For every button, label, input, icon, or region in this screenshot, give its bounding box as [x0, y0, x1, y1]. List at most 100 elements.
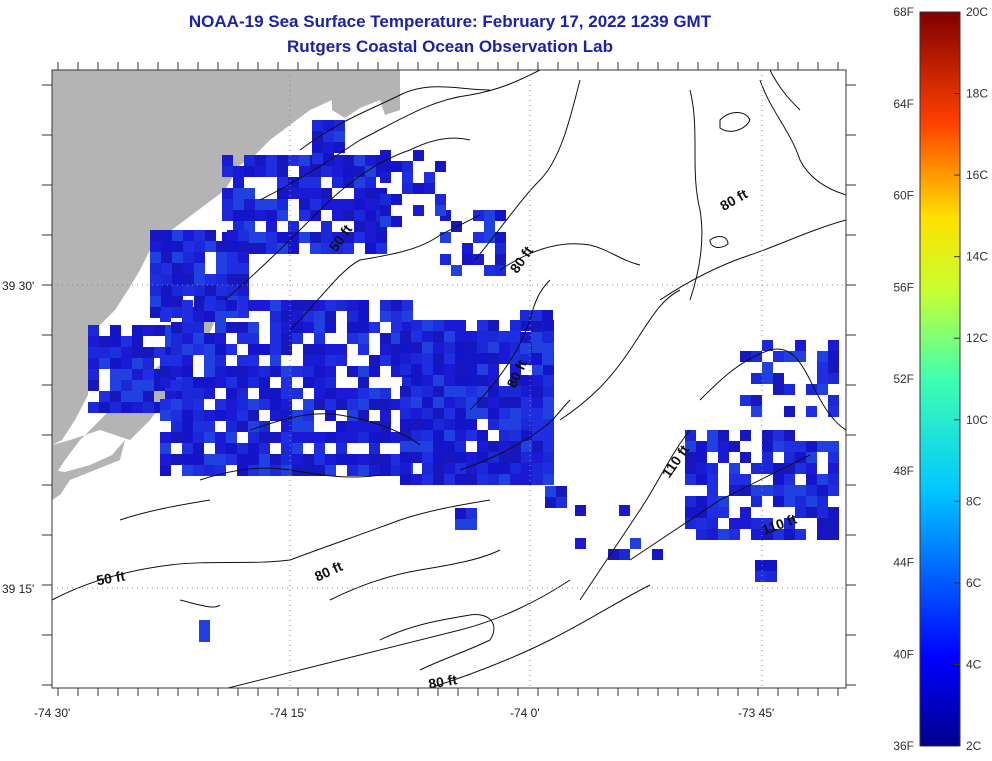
sst-pixel: [543, 452, 554, 463]
sst-pixel: [510, 452, 521, 463]
sst-pixel: [143, 325, 154, 336]
sst-pixel: [380, 399, 391, 410]
sst-pixel: [161, 263, 172, 274]
sst-pixel: [451, 265, 462, 276]
sst-pixel: [321, 221, 332, 232]
sst-pixel: [325, 311, 336, 322]
sst-pixel: [380, 410, 391, 421]
sst-pixel: [215, 333, 226, 344]
sst-pixel: [806, 452, 817, 463]
sst-pixel: [160, 443, 171, 454]
lon-label: -74 0': [510, 706, 540, 720]
sst-pixel: [495, 232, 506, 243]
sst-pixel: [358, 322, 369, 333]
sst-pixel: [277, 199, 288, 210]
sst-pixel: [336, 355, 347, 366]
sst-pixel: [433, 408, 444, 419]
sst-pixel: [444, 474, 455, 485]
sst-pixel: [477, 353, 488, 364]
chart-title: NOAA-19 Sea Surface Temperature: Februar…: [188, 12, 712, 31]
sst-pixel: [477, 474, 488, 485]
contour-line: [499, 243, 641, 271]
sst-pixel: [347, 388, 358, 399]
sst-pixel: [161, 296, 172, 307]
sst-pixel: [259, 366, 270, 377]
sst-pixel: [652, 549, 663, 560]
sst-pixel: [495, 265, 506, 276]
sst-pixel: [718, 441, 729, 452]
sst-pixel: [216, 241, 227, 252]
sst-pixel: [707, 441, 718, 452]
sst-pixel: [347, 399, 358, 410]
sst-pixel: [422, 441, 433, 452]
sst-pixel: [521, 419, 532, 430]
lon-label: -74 30': [34, 706, 70, 720]
sst-pixel: [477, 463, 488, 474]
sst-pixel: [110, 325, 121, 336]
sst-pixel: [238, 241, 249, 252]
sst-pixel: [817, 362, 828, 373]
sst-pixel: [828, 395, 839, 406]
contour-line: [289, 499, 491, 561]
sst-pixel: [312, 120, 323, 131]
sst-pixel: [685, 507, 696, 518]
sst-pixel: [314, 432, 325, 443]
sst-pixel: [411, 441, 422, 452]
sst-pixel: [281, 322, 292, 333]
sst-pixel: [226, 322, 237, 333]
colorbar-c-label: 14C: [966, 250, 988, 264]
sst-pixel: [444, 342, 455, 353]
sst-pixel: [343, 199, 354, 210]
sst-pixel: [440, 254, 451, 265]
sst-pixel: [477, 375, 488, 386]
sst-pixel: [325, 388, 336, 399]
sst-pixel: [314, 465, 325, 476]
sst-pixel: [433, 430, 444, 441]
sst-pixel: [532, 408, 543, 419]
sst-pixel: [806, 485, 817, 496]
contour-line: [759, 79, 846, 196]
sst-pixel: [488, 364, 499, 375]
sst-pixel: [193, 333, 204, 344]
sst-pixel: [303, 410, 314, 421]
sst-pixel: [817, 474, 828, 485]
sst-pixel: [828, 518, 839, 529]
sst-pixel: [380, 388, 391, 399]
sst-pixel: [444, 408, 455, 419]
sst-pixel: [299, 166, 310, 177]
sst-pixel: [277, 188, 288, 199]
sst-pixel: [380, 216, 391, 227]
contour-line: [259, 70, 541, 201]
sst-pixel: [795, 507, 806, 518]
sst-pixel: [172, 263, 183, 274]
sst-pixel: [358, 366, 369, 377]
sst-pixel: [784, 351, 795, 362]
colorbar-c-label: 4C: [966, 657, 982, 671]
sst-pixel: [143, 391, 154, 402]
sst-pixel: [160, 454, 171, 465]
sst-pixel: [740, 452, 751, 463]
sst-pixel: [499, 386, 510, 397]
sst-pixel: [354, 166, 365, 177]
sst-pixel: [433, 463, 444, 474]
sst-pixel: [422, 353, 433, 364]
sst-pixel: [499, 397, 510, 408]
sst-pixel: [347, 366, 358, 377]
sst-pixel: [444, 419, 455, 430]
sst-pixel: [422, 397, 433, 408]
sst-pixel: [248, 421, 259, 432]
sst-pixel: [477, 430, 488, 441]
sst-pixel: [718, 529, 729, 540]
sst-pixel: [455, 386, 466, 397]
sst-pixel: [365, 243, 376, 254]
sst-pixel: [402, 183, 413, 194]
sst-pixel: [495, 254, 506, 265]
sst-pixel: [343, 166, 354, 177]
sst-pixel: [806, 507, 817, 518]
sst-pixel: [281, 311, 292, 322]
sst-pixel: [685, 496, 696, 507]
sst-pixel: [183, 252, 194, 263]
sst-pixel: [266, 221, 277, 232]
sst-pixel: [194, 252, 205, 263]
sst-pixel: [455, 331, 466, 342]
